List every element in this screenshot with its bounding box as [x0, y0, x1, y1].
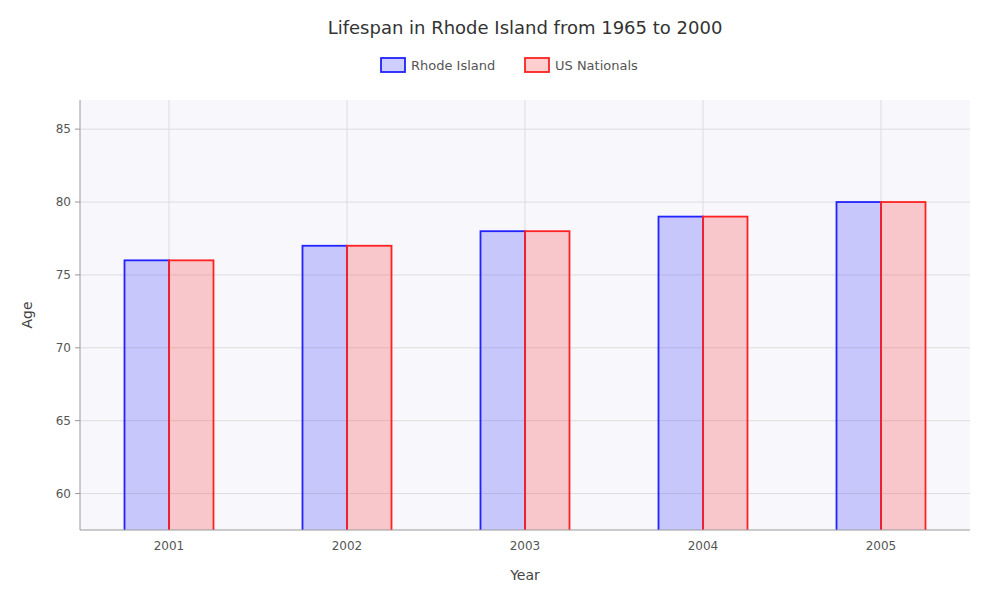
y-tick-label: 75: [56, 268, 71, 282]
bars: [125, 202, 926, 530]
x-tick-label: 2005: [866, 539, 897, 553]
y-tick-label: 65: [56, 414, 71, 428]
bar: [303, 246, 348, 530]
bar: [481, 231, 526, 530]
legend: Rhode Island US Nationals: [381, 58, 638, 73]
chart: 60 65 70 75 80 85 2001 2002 2003 2004 2005 Year Age L…: [0, 0, 1000, 600]
y-tick-label: 80: [56, 195, 71, 209]
y-tick-label: 85: [56, 122, 71, 136]
x-tick-label: 2003: [510, 539, 541, 553]
title: Lifespan in Rhode Island from 1965 to 20…: [328, 17, 723, 38]
y-tick-label: 60: [56, 487, 71, 501]
y-tick: [75, 129, 80, 130]
y-tick-label: 70: [56, 341, 71, 355]
bar: [169, 260, 214, 530]
bar: [347, 246, 392, 530]
y-tick: [75, 420, 80, 421]
x-tick-label: 2002: [332, 539, 363, 553]
x-axis-label: Year: [509, 567, 540, 583]
x-tick-label: 2001: [154, 539, 185, 553]
x-tick-label: 2004: [688, 539, 719, 553]
chart-container: 60 65 70 75 80 85 2001 2002 2003 2004 2005 Year Age L…: [0, 0, 1000, 600]
bar: [703, 217, 748, 530]
bar: [525, 231, 570, 530]
legend-label: US Nationals: [555, 58, 638, 73]
bar: [837, 202, 882, 530]
bar: [125, 260, 170, 530]
legend-label: Rhode Island: [411, 58, 495, 73]
y-tick: [75, 347, 80, 348]
y-axis-line: [80, 100, 81, 530]
y-axis-label: Age: [19, 301, 35, 328]
y-tick: [75, 274, 80, 275]
y-tick: [75, 493, 80, 494]
y-tick: [75, 202, 80, 203]
legend-swatch: [525, 58, 549, 72]
bar: [881, 202, 926, 530]
bar: [659, 217, 704, 530]
x-axis-line: [80, 530, 970, 531]
legend-swatch: [381, 58, 405, 72]
